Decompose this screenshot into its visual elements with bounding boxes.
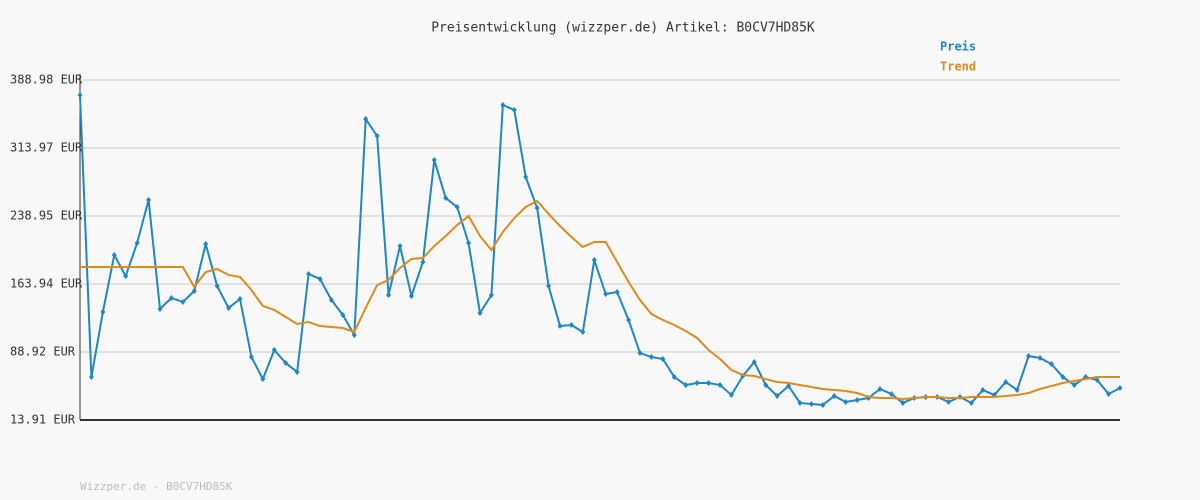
point-marker (100, 309, 106, 316)
point-marker (614, 289, 620, 296)
point-marker (500, 102, 506, 109)
point-marker (534, 204, 540, 211)
point-marker (1003, 379, 1009, 386)
point-marker (1071, 382, 1077, 389)
point-marker (1014, 387, 1020, 394)
point-marker (831, 392, 837, 399)
point-marker (763, 382, 769, 389)
point-marker (591, 257, 597, 264)
point-marker (443, 195, 449, 202)
point-marker (317, 275, 323, 282)
point-marker (568, 322, 574, 329)
point-marker (900, 399, 906, 406)
point-marker (134, 239, 140, 246)
y-tick-label: 13.91 EUR (10, 413, 76, 427)
point-marker (1094, 377, 1100, 384)
point-marker (123, 273, 129, 280)
legend-label: Trend (940, 60, 976, 74)
point-marker (146, 197, 152, 204)
point-marker (168, 294, 174, 301)
point-marker (466, 239, 472, 246)
chart-title: Preisentwicklung (wizzper.de) Artikel: B… (431, 21, 815, 36)
y-tick-label: 388.98 EUR (10, 73, 83, 87)
point-marker (77, 92, 83, 99)
point-marker (1060, 374, 1066, 381)
point-marker (854, 396, 860, 403)
point-marker (946, 398, 952, 405)
point-marker (546, 283, 552, 290)
point-marker (1026, 353, 1032, 360)
point-marker (808, 400, 814, 407)
point-marker (648, 354, 654, 361)
point-marker (191, 288, 197, 295)
y-tick-label: 163.94 EUR (10, 276, 83, 290)
point-marker (363, 116, 369, 123)
y-tick-label: 88.92 EUR (10, 345, 76, 359)
point-marker (408, 293, 414, 300)
point-marker (523, 173, 529, 180)
point-marker (477, 310, 483, 317)
point-marker (694, 380, 700, 387)
point-marker (397, 242, 403, 249)
series-line (80, 199, 1120, 400)
y-tick-label: 313.97 EUR (10, 140, 83, 154)
point-marker (717, 382, 723, 389)
point-marker (786, 383, 792, 390)
point-marker (386, 292, 392, 299)
point-marker (203, 240, 209, 247)
point-marker (728, 391, 734, 398)
point-marker (260, 376, 266, 383)
point-marker (420, 259, 426, 266)
point-marker (237, 295, 243, 302)
point-marker (968, 399, 974, 406)
point-marker (488, 292, 494, 299)
point-marker (580, 328, 586, 335)
point-marker (214, 283, 220, 290)
point-marker (454, 203, 460, 210)
point-marker (248, 354, 254, 361)
point-marker (751, 358, 757, 365)
point-marker (637, 350, 643, 357)
point-marker (283, 359, 289, 366)
point-marker (511, 106, 517, 113)
point-marker (843, 398, 849, 405)
point-marker (340, 312, 346, 319)
point-marker (157, 305, 163, 312)
point-marker (820, 401, 826, 408)
point-marker (431, 157, 437, 164)
point-marker (980, 387, 986, 394)
point-marker (888, 390, 894, 397)
point-marker (626, 317, 632, 324)
point-marker (294, 368, 300, 375)
point-marker (328, 296, 334, 303)
point-marker (877, 386, 883, 393)
point-marker (706, 380, 712, 387)
point-marker (671, 374, 677, 381)
point-marker (1117, 385, 1123, 392)
point-marker (774, 392, 780, 399)
point-marker (351, 331, 357, 338)
point-marker (111, 252, 117, 259)
legend-label: Preis (940, 40, 976, 54)
y-tick-label: 238.95 EUR (10, 209, 83, 223)
point-marker (603, 291, 609, 298)
point-marker (180, 298, 186, 305)
point-marker (797, 399, 803, 406)
point-marker (1048, 360, 1054, 367)
point-marker (374, 133, 380, 140)
point-marker (226, 304, 232, 311)
footer: Wizzper.de - B0CV7HD85K (80, 480, 233, 493)
point-marker (683, 382, 689, 389)
point-marker (557, 323, 563, 330)
point-marker (306, 270, 312, 277)
point-marker (1106, 390, 1112, 397)
point-marker (660, 356, 666, 363)
point-marker (88, 374, 94, 381)
point-marker (271, 347, 277, 354)
point-marker (1037, 355, 1043, 362)
series-line (79, 94, 1121, 406)
